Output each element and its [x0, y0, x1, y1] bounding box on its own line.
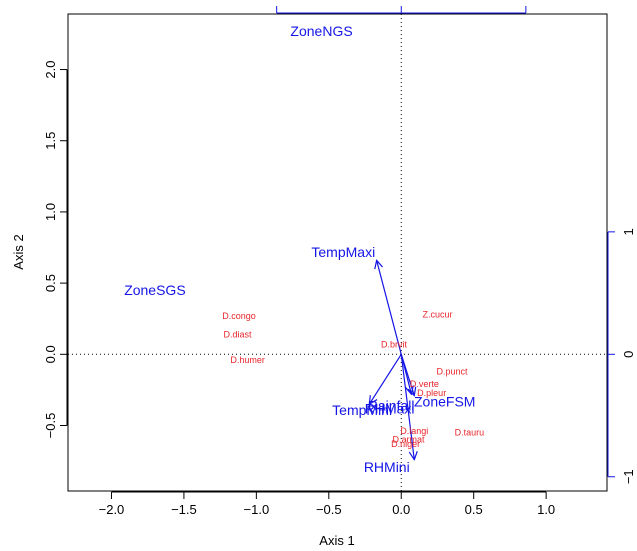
y-tick-label: 0.5	[43, 274, 58, 292]
species-label: D.langi	[400, 426, 428, 436]
variable-arrow	[400, 354, 414, 395]
species-label: D.diast	[224, 329, 253, 339]
right-axis-tick-label: 0	[621, 351, 636, 358]
y-tick-label: 1.5	[43, 132, 58, 150]
right-axis-tick-label: −1	[621, 469, 636, 484]
variable-label: RHMaxi	[365, 400, 415, 416]
species-label: D.tauru	[455, 428, 485, 438]
right-axis-tick-label: 1	[621, 228, 636, 235]
x-tick-label: −1.5	[171, 502, 197, 517]
x-tick-label: 1.0	[537, 502, 555, 517]
variable-label: TempMini	[332, 402, 392, 418]
y-axis-label: Axis 2	[11, 234, 26, 269]
species-label: D.congo	[222, 311, 256, 321]
x-tick-label: 0.5	[465, 502, 483, 517]
species-label: Z.cucur	[422, 309, 452, 319]
x-tick-label: −0.5	[316, 502, 342, 517]
species-label: D.verte	[410, 379, 439, 389]
species-label: D.brvit	[381, 339, 408, 349]
y-tick-label: 0.0	[43, 345, 58, 363]
y-tick-label: −0.5	[43, 413, 58, 439]
variable-label: Rainfall	[368, 398, 415, 414]
species-label: D.humer	[230, 355, 265, 365]
factor-label: ZoneSGS	[124, 282, 185, 298]
factor-label: ZoneNGS	[290, 23, 352, 39]
plot-frame	[67, 13, 608, 492]
y-tick-label: 2.0	[43, 60, 58, 78]
x-tick-label: −2.0	[99, 502, 125, 517]
variable-label: RHMini	[364, 459, 410, 475]
variable-arrow	[400, 354, 414, 459]
variable-label: TempMaxi	[311, 244, 375, 260]
x-tick-label: −1.0	[244, 502, 270, 517]
variable-arrow	[377, 260, 402, 355]
variable-arrow	[369, 353, 402, 404]
species-label: D.pleur	[417, 388, 446, 398]
x-axis-label: Axis 1	[319, 533, 354, 548]
species-label: D.armat	[392, 435, 425, 445]
x-tick-label: 0.0	[392, 502, 410, 517]
y-tick-label: 1.0	[43, 203, 58, 221]
factor-label: ZoneFSM	[414, 393, 475, 409]
species-label: D.niger	[391, 439, 420, 449]
species-label: D.punct	[436, 366, 468, 376]
